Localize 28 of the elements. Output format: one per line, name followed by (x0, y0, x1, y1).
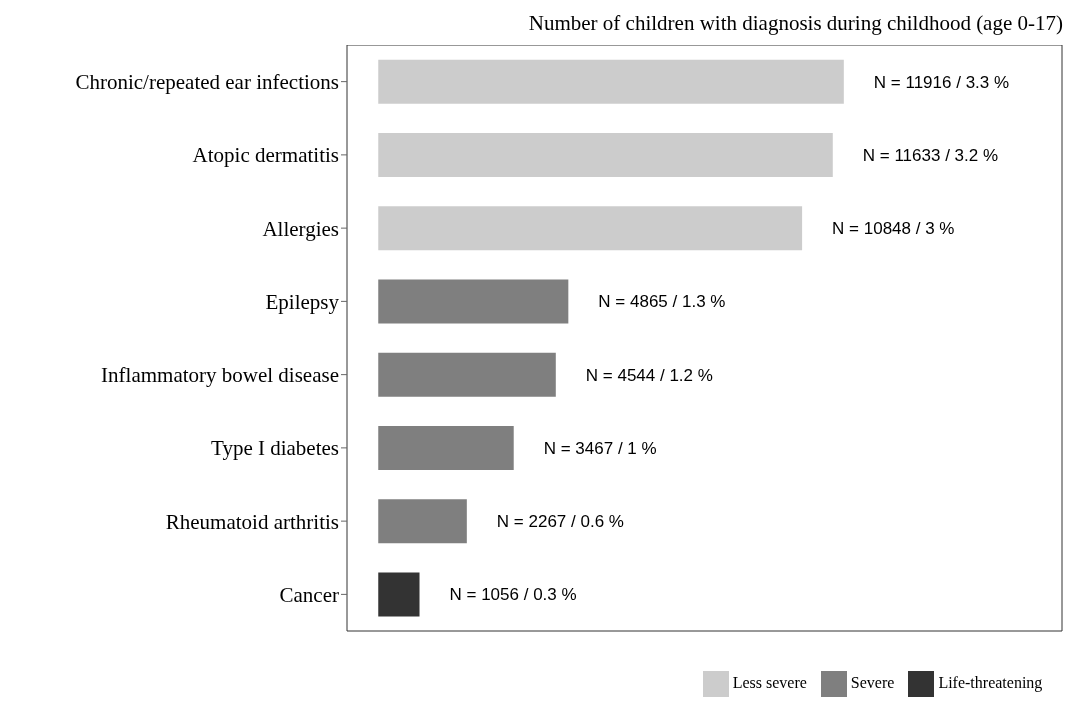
y-tick-label: Inflammatory bowel disease (101, 363, 339, 388)
data-label: N = 4865 / 1.3 % (598, 292, 726, 312)
bar (378, 206, 803, 251)
bar (378, 352, 556, 397)
data-label: N = 11633 / 3.2 % (862, 145, 999, 165)
legend-label: Life-threatening (938, 673, 1043, 691)
data-label: N = 11916 / 3.3 % (873, 72, 1010, 92)
y-tick-label: Chronic/repeated ear infections (75, 70, 339, 95)
y-tick-label: Atopic dermatitis (192, 143, 339, 168)
y-tick-label: Rheumatoid arthritis (165, 509, 339, 534)
chart-title: Number of children with diagnosis during childhood (age 0-17) (527, 10, 1063, 37)
data-label: N = 1056 / 0.3 % (449, 585, 577, 605)
y-tick-label: Allergies (262, 216, 339, 241)
bar (378, 572, 420, 617)
legend-label: Severe (850, 673, 895, 691)
data-label: N = 4544 / 1.2 % (585, 365, 713, 385)
bar (378, 132, 833, 177)
bar (378, 279, 569, 324)
data-label: N = 3467 / 1 % (543, 438, 657, 458)
y-tick-label: Epilepsy (265, 289, 340, 314)
y-tick-label: Type I diabetes (211, 436, 339, 461)
legend-label: Less severe (732, 673, 807, 691)
data-label: N = 2267 / 0.6 % (496, 512, 624, 532)
bar (378, 425, 514, 470)
data-label: N = 10848 / 3 % (832, 219, 955, 239)
bar (378, 59, 844, 104)
bar (378, 499, 467, 544)
y-tick-label: Cancer (279, 582, 339, 607)
